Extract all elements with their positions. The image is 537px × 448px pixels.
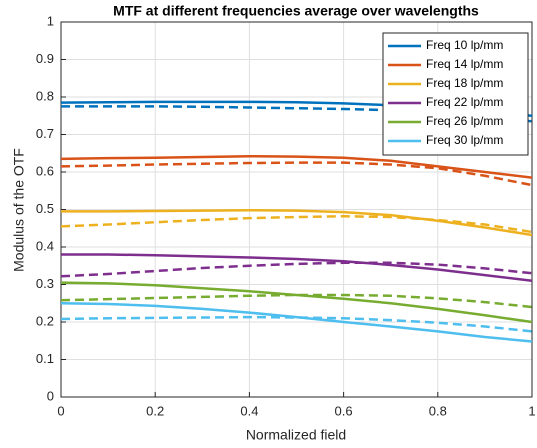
legend-label: Freq 14 lp/mm xyxy=(426,57,503,71)
x-tick-label: 0.4 xyxy=(240,403,258,418)
plot-frame xyxy=(60,21,533,398)
series-line xyxy=(61,261,532,278)
y-tick-label: 0 xyxy=(47,388,54,403)
series-line xyxy=(61,214,532,234)
legend-label: Freq 10 lp/mm xyxy=(426,38,503,52)
y-tick-label: 1 xyxy=(47,13,54,28)
y-axis-label: Modulus of the OTF xyxy=(11,148,27,272)
y-tick-label: 0.2 xyxy=(36,313,54,328)
series-line xyxy=(61,154,532,179)
legend-label: Freq 22 lp/mm xyxy=(426,95,503,109)
series-line xyxy=(61,253,532,282)
x-tick-label: 1 xyxy=(528,403,535,418)
series-line xyxy=(61,161,532,187)
y-tick-label: 0.6 xyxy=(36,163,54,178)
y-tick-label: 0.5 xyxy=(36,201,54,216)
series-line xyxy=(61,315,532,333)
series-line xyxy=(61,281,532,324)
y-tick-label: 0.1 xyxy=(36,351,54,366)
series-line xyxy=(61,302,532,343)
x-axis-label: Normalized field xyxy=(246,427,346,443)
series-line xyxy=(61,208,532,237)
y-tick-label: 0.8 xyxy=(36,88,54,103)
legend-label: Freq 26 lp/mm xyxy=(426,114,503,128)
x-tick-label: 0 xyxy=(57,403,64,418)
series-line xyxy=(61,293,532,309)
legend-label: Freq 18 lp/mm xyxy=(426,76,503,90)
x-tick-label: 0.6 xyxy=(335,403,353,418)
legend-box xyxy=(382,32,529,156)
chart-title: MTF at different frequencies average ove… xyxy=(113,3,479,19)
y-tick-label: 0.7 xyxy=(36,126,54,141)
y-tick-label: 0.3 xyxy=(36,276,54,291)
x-tick-label: 0.2 xyxy=(146,403,164,418)
x-tick-label: 0.8 xyxy=(429,403,447,418)
legend-label: Freq 30 lp/mm xyxy=(426,133,503,147)
y-tick-label: 0.9 xyxy=(36,51,54,66)
y-tick-label: 0.4 xyxy=(36,238,54,253)
